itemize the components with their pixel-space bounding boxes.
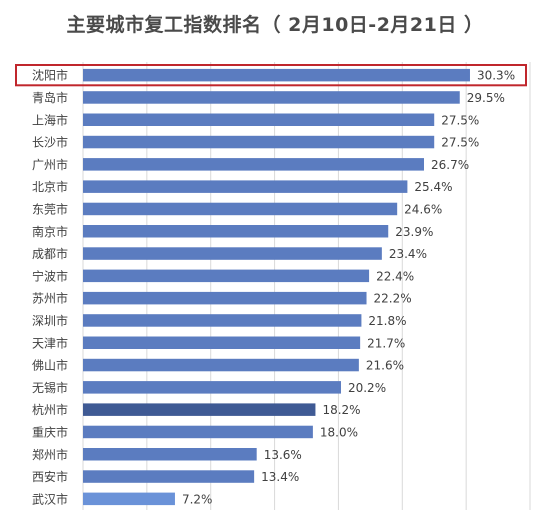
value-label: 7.2% — [182, 492, 213, 506]
bar-西安市 — [83, 470, 255, 483]
value-label: 25.4% — [414, 180, 452, 194]
bar-重庆市 — [83, 425, 313, 439]
category-label: 东莞市 — [32, 201, 68, 216]
category-label: 佛山市 — [32, 358, 68, 373]
bar-武汉市 — [83, 492, 175, 506]
highlight-box — [15, 64, 527, 87]
category-label: 武汉市 — [32, 491, 68, 506]
value-label: 21.7% — [367, 336, 405, 350]
bar-郑州市 — [83, 448, 257, 461]
value-label: 13.4% — [261, 470, 299, 484]
category-label: 南京市 — [32, 224, 68, 239]
bar-东莞市 — [83, 202, 398, 216]
category-label: 宁波市 — [32, 268, 68, 283]
category-label: 深圳市 — [32, 313, 68, 328]
category-label: 杭州市 — [32, 402, 68, 417]
bar-天津市 — [83, 336, 361, 349]
value-label: 26.7% — [431, 158, 469, 172]
category-label: 上海市 — [32, 112, 68, 127]
bar-杭州市 — [83, 403, 316, 416]
bar-上海市 — [83, 113, 435, 126]
value-label: 23.4% — [389, 247, 427, 261]
value-label: 21.8% — [368, 314, 406, 328]
value-label: 22.2% — [374, 292, 412, 306]
bar-长沙市 — [83, 135, 435, 149]
bar-无锡市 — [83, 381, 341, 394]
category-label: 天津市 — [32, 335, 68, 350]
bar-沈阳市 — [83, 68, 470, 82]
bar-成都市 — [83, 247, 382, 260]
category-label: 北京市 — [32, 179, 68, 194]
value-label: 13.6% — [264, 448, 302, 462]
value-label: 29.5% — [467, 91, 505, 105]
value-label: 22.4% — [376, 269, 414, 283]
category-label: 成都市 — [32, 246, 68, 261]
bar-南京市 — [83, 225, 389, 238]
bar-北京市 — [83, 180, 408, 193]
chart-title: 主要城市复工指数排名（ 2月10日-2月21日 ） — [66, 14, 484, 36]
value-label: 27.5% — [441, 113, 479, 127]
bar-佛山市 — [83, 358, 359, 372]
category-label: 长沙市 — [32, 135, 68, 150]
value-label: 30.3% — [477, 69, 515, 83]
bar-苏州市 — [83, 291, 367, 305]
value-label: 23.9% — [395, 225, 433, 239]
category-label: 重庆市 — [32, 424, 68, 439]
category-label: 苏州市 — [32, 291, 68, 306]
category-label: 郑州市 — [32, 447, 68, 462]
category-label: 广州市 — [32, 157, 68, 172]
value-label: 24.6% — [404, 202, 442, 216]
bar-广州市 — [83, 158, 424, 171]
bar-青岛市 — [83, 91, 460, 104]
value-label: 18.2% — [322, 403, 360, 417]
value-label: 20.2% — [348, 381, 386, 395]
bar-深圳市 — [83, 314, 362, 327]
value-label: 18.0% — [320, 425, 358, 439]
bar-宁波市 — [83, 269, 370, 283]
category-label: 青岛市 — [32, 90, 68, 105]
category-label: 西安市 — [32, 469, 68, 484]
value-label: 27.5% — [441, 136, 479, 150]
value-label: 21.6% — [366, 359, 404, 373]
category-label: 沈阳市 — [32, 68, 68, 83]
category-label: 无锡市 — [32, 380, 68, 395]
